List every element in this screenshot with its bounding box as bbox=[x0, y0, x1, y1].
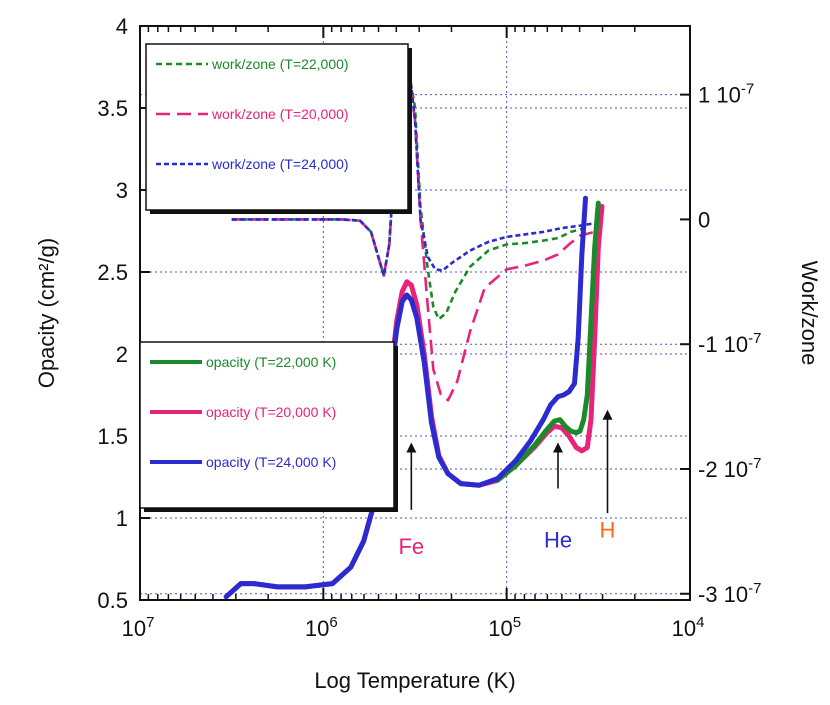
tick-label-y-left: 2 bbox=[116, 342, 128, 367]
tick-label-x-exp: 7 bbox=[146, 614, 154, 631]
y-axis-title-left: Opacity (cm²/g) bbox=[34, 238, 59, 388]
plot-frame bbox=[139, 25, 691, 601]
tick-label-y-right-mantissa: 0 bbox=[698, 207, 710, 232]
annotation-label-he: He bbox=[544, 528, 572, 553]
tick-label-y-right-mantissa: -2 10 bbox=[698, 457, 748, 482]
tick-label-x-exp: 5 bbox=[513, 614, 521, 631]
legend-work-box bbox=[145, 43, 409, 211]
legend-opacity-label: opacity (T=22,000 K) bbox=[206, 354, 336, 370]
legend-work-label: work/zone (T=22,000) bbox=[211, 56, 349, 72]
annotation-arrowhead-he bbox=[553, 442, 563, 453]
legend-work-label: work/zone (T=20,000) bbox=[211, 106, 349, 122]
tick-label-x: 104 bbox=[672, 614, 705, 641]
y-axis-title-right: Work/zone bbox=[797, 261, 822, 366]
work-series-line-2 bbox=[231, 65, 595, 277]
opacity-series-line-2 bbox=[223, 195, 588, 600]
annotation-arrowhead-h bbox=[602, 409, 613, 420]
tick-label-x-base: 10 bbox=[672, 616, 696, 641]
tick-label-y-right-mantissa: -1 10 bbox=[698, 332, 748, 357]
tick-label-y-left: 1 bbox=[116, 506, 128, 531]
annotations: Fe He H bbox=[398, 409, 616, 559]
work-series-line-1 bbox=[231, 78, 596, 402]
tick-label-y-right-exp: -7 bbox=[741, 81, 754, 98]
tick-label-y-right-exp: -7 bbox=[748, 580, 761, 597]
tick-label-x-base: 10 bbox=[122, 616, 146, 641]
tick-label-y-right-mantissa: 1 10 bbox=[698, 83, 741, 108]
tick-label-y-right: -1 10-7 bbox=[698, 330, 762, 357]
work-series-line-0 bbox=[231, 74, 590, 321]
tick-label-y-left: 4 bbox=[116, 14, 128, 39]
tick-label-x: 106 bbox=[305, 614, 338, 641]
series-layer bbox=[223, 65, 605, 600]
tick-label-x-exp: 6 bbox=[329, 614, 337, 631]
annotation-label-h: H bbox=[600, 518, 616, 543]
legend-opacity-label: opacity (T=24,000 K) bbox=[206, 454, 336, 470]
tick-label-y-left: 1.5 bbox=[97, 424, 128, 449]
tick-label-y-right: 0 bbox=[698, 207, 710, 232]
tick-label-y-right-mantissa: -3 10 bbox=[698, 582, 748, 607]
tick-label-x-base: 10 bbox=[488, 616, 512, 641]
tick-label-x: 107 bbox=[122, 614, 155, 641]
tick-label-y-left: 2.5 bbox=[97, 260, 128, 285]
legend-work-label: work/zone (T=24,000) bbox=[211, 156, 349, 172]
tick-label-y-right: -3 10-7 bbox=[698, 580, 762, 607]
tick-label-x-exp: 4 bbox=[696, 614, 704, 631]
opacity-series-line-1 bbox=[495, 200, 601, 483]
legend-opacity-box bbox=[139, 341, 395, 509]
tick-label-y-left: 3.5 bbox=[97, 96, 128, 121]
tick-label-x: 105 bbox=[488, 614, 521, 641]
tick-label-y-left: 0.5 bbox=[97, 588, 128, 613]
annotation-arrowhead-fe bbox=[406, 442, 417, 453]
tick-label-y-right-exp: -7 bbox=[748, 455, 761, 472]
legends: work/zone (T=22,000) work/zone (T=20,000)… bbox=[139, 43, 412, 512]
tick-label-y-right: -2 10-7 bbox=[698, 455, 762, 482]
tick-label-x-base: 10 bbox=[305, 616, 329, 641]
legend-opacity-label: opacity (T=20,000 K) bbox=[206, 404, 336, 420]
tick-label-y-left: 3 bbox=[116, 178, 128, 203]
tick-label-y-right: 1 10-7 bbox=[698, 81, 754, 108]
tick-label-y-right-exp: -7 bbox=[748, 330, 761, 347]
x-axis-title: Log Temperature (K) bbox=[314, 668, 515, 693]
annotation-label-fe: Fe bbox=[398, 534, 424, 559]
